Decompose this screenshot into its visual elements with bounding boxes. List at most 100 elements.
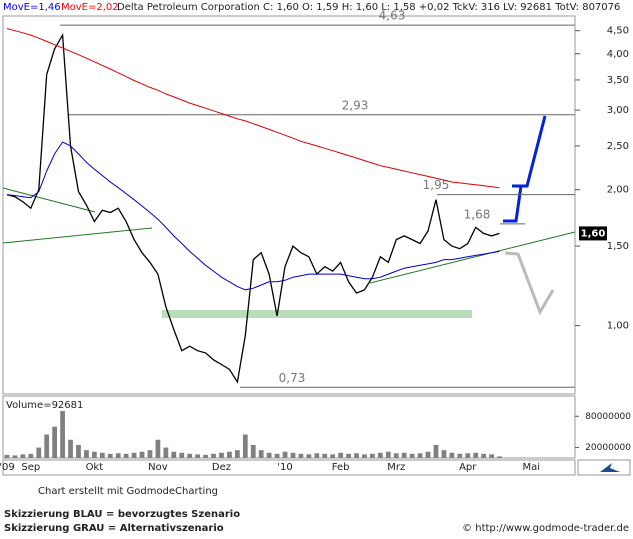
volume-bar — [266, 452, 272, 458]
volume-bar — [211, 453, 216, 458]
volume-bar — [417, 453, 423, 458]
volume-bar — [139, 451, 145, 458]
volume-bar — [393, 453, 399, 458]
volume-bar — [274, 453, 280, 458]
y-tick-label: 1,50 — [607, 241, 629, 252]
series-line — [6, 141, 500, 291]
level-label: 4,63 — [379, 9, 406, 23]
source-url: © http://www.godmode-trader.de — [462, 523, 629, 534]
volume-bar — [385, 451, 391, 458]
y-tick-label: 3,50 — [607, 75, 629, 86]
trend-line — [2, 227, 153, 244]
y-tick-label: 2,50 — [607, 141, 629, 152]
volume-bar — [163, 447, 169, 458]
volume-tick-label: 20000000 — [585, 443, 631, 453]
volume-bar — [497, 456, 502, 458]
level-label: 0,73 — [279, 371, 306, 385]
last-price-label: 1,60 — [581, 228, 606, 239]
volume-bar — [171, 451, 177, 458]
volume-bar — [290, 452, 296, 458]
level-label: 1,68 — [464, 207, 491, 221]
last-price-box — [579, 226, 607, 241]
volume-bar — [354, 453, 359, 458]
volume-bar — [12, 455, 18, 458]
series-line — [6, 32, 500, 384]
volume-bar — [84, 450, 89, 458]
y-tick-label: 2,00 — [607, 185, 629, 196]
corner-icon — [600, 463, 620, 472]
x-tick-label: '10 — [277, 462, 292, 473]
volume-bar — [187, 453, 193, 458]
y-tick-label: 4,50 — [607, 26, 629, 37]
y-tick-label: 4,00 — [607, 49, 629, 60]
volume-bar — [36, 447, 42, 458]
x-tick-label: Mrz — [387, 462, 405, 473]
gray-note: Skizzierung GRAU = Alternativszenario — [4, 523, 224, 534]
volume-bar — [314, 453, 320, 458]
x-tick-label: Sep — [21, 462, 40, 473]
volume-bar — [433, 444, 439, 458]
volume-bar — [234, 450, 240, 458]
x-tick-label: Okt — [86, 462, 104, 473]
credit: Chart erstellt mit GodmodeCharting — [38, 486, 218, 497]
y-tick-label: 1,00 — [607, 321, 629, 332]
ma-blue-label: MovE=1,46 — [3, 2, 61, 13]
volume-frame — [2, 395, 576, 459]
volume-bar — [20, 454, 26, 458]
volume-bar — [219, 452, 224, 458]
volume-bar — [195, 454, 201, 458]
blue-scenario — [503, 115, 547, 223]
trend-line — [2, 187, 96, 213]
volume-bar — [465, 453, 471, 458]
volume-bar — [481, 453, 487, 458]
volume-bar — [91, 451, 97, 458]
volume-bar — [147, 450, 153, 458]
volume-bar — [60, 411, 65, 458]
volume-bar — [131, 452, 137, 458]
volume-bar — [401, 452, 407, 458]
x-axis-strip — [2, 459, 576, 476]
volume-bar — [322, 453, 328, 458]
volume-bar — [282, 451, 288, 458]
volume-bar — [370, 453, 375, 458]
support-zone — [162, 310, 472, 318]
volume-bar — [68, 439, 73, 458]
level-label: 1,95 — [423, 178, 450, 192]
volume-bar — [298, 453, 304, 458]
volume-bar — [346, 453, 351, 458]
volume-bar — [449, 452, 455, 458]
volume-title: Volume=92681 — [6, 400, 83, 411]
volume-bar — [107, 453, 113, 458]
y-tick-label: 3,00 — [607, 105, 629, 116]
volume-bar — [28, 453, 34, 458]
volume-bar — [306, 454, 312, 458]
volume-bar — [258, 450, 264, 458]
volume-bar — [425, 451, 431, 458]
volume-bar — [362, 454, 367, 458]
level-label: 2,93 — [342, 98, 369, 112]
volume-bar — [123, 453, 129, 458]
x-tick-label: Feb — [332, 462, 350, 473]
x-tick-label: Dez — [212, 462, 231, 473]
quote: Delta Petroleum Corporation C: 1,60 O: 1… — [117, 2, 620, 13]
volume-bar — [242, 434, 248, 458]
volume-bar — [155, 439, 161, 458]
x-tick-label: Mai — [523, 462, 541, 473]
price-frame — [2, 15, 576, 395]
volume-bar — [115, 453, 121, 458]
series-line — [6, 28, 500, 189]
volume-bar — [179, 452, 185, 458]
volume-bar — [44, 434, 50, 458]
volume-bar — [99, 452, 105, 458]
volume-bar — [330, 454, 336, 458]
x-tick-label: Apr — [459, 462, 477, 473]
volume-bar — [227, 451, 232, 458]
volume-bar — [250, 444, 256, 458]
trend-line — [369, 231, 576, 284]
ma-red-label: MovE=2,02 — [61, 2, 119, 13]
volume-tick-label: 80000000 — [585, 412, 631, 422]
volume-bar — [441, 450, 447, 458]
volume-bar — [409, 453, 415, 458]
